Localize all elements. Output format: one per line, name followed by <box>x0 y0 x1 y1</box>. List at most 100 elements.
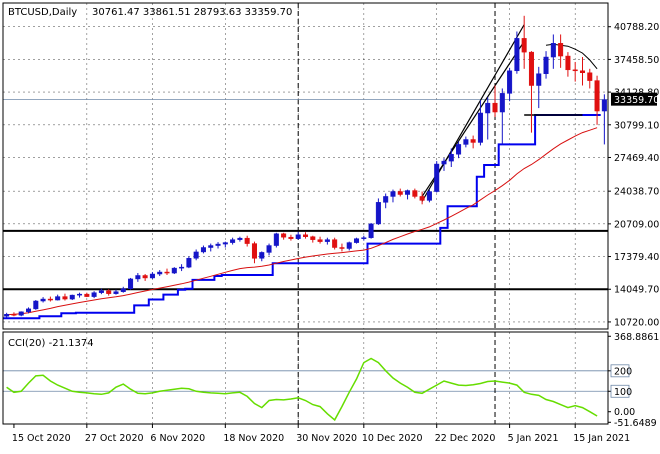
candle-body <box>390 191 396 197</box>
candle-body <box>149 273 155 279</box>
candle-body <box>33 300 39 310</box>
candle-body <box>142 275 148 279</box>
candle-body <box>332 239 338 248</box>
date-tick-label: 27 Oct 2020 <box>85 433 144 444</box>
candles <box>4 15 607 318</box>
date-tick-label: 18 Nov 2020 <box>223 433 284 444</box>
candle-body <box>477 112 483 143</box>
candle-body <box>514 38 520 72</box>
date-tick-label: 30 Nov 2020 <box>296 433 357 444</box>
candle-body <box>266 245 272 253</box>
candle-body <box>244 237 250 244</box>
candle-body <box>470 139 476 143</box>
price-tick-label: 20709.00 <box>614 219 659 230</box>
price-tick-label: 30799.10 <box>614 120 659 131</box>
candle-body <box>594 80 600 112</box>
candle-body <box>536 73 542 86</box>
candle-body <box>230 239 236 243</box>
candle-body <box>317 239 323 242</box>
candle-body <box>601 99 607 112</box>
candle-body <box>157 271 163 275</box>
candle-body <box>55 296 61 301</box>
candle-body <box>171 267 177 274</box>
cci-tick-label: 100 <box>614 387 632 398</box>
candle-body <box>558 43 564 57</box>
candle-body <box>208 245 214 248</box>
candle-body <box>40 298 46 302</box>
candle-body <box>186 258 192 268</box>
candle-body <box>18 311 24 316</box>
last-price-label: 33359.70 <box>614 95 659 106</box>
candle-body <box>543 56 549 74</box>
candle-body <box>383 196 389 203</box>
candle-body <box>26 308 32 313</box>
date-tick-label: 5 Jan 2021 <box>508 433 559 444</box>
date-tick-label: 10 Dec 2020 <box>362 433 423 444</box>
date-tick-label: 6 Nov 2020 <box>150 433 205 444</box>
candle-body <box>456 144 462 155</box>
channel-lower-line <box>3 114 601 320</box>
cci-tick-label: -51.6489 <box>614 418 657 429</box>
cci-line <box>6 357 598 422</box>
candle-body <box>273 233 279 246</box>
candle-body <box>69 294 75 300</box>
candle-body <box>77 293 83 296</box>
candle-body <box>106 290 112 294</box>
date-tick-label: 15 Oct 2020 <box>12 433 71 444</box>
date-tick-label: 15 Jan 2021 <box>573 433 630 444</box>
price-tick-label: 17379.40 <box>614 252 659 263</box>
candle-body <box>354 238 360 243</box>
candle-body <box>251 243 257 259</box>
price-tick-label: 24038.70 <box>614 187 659 198</box>
price-tick-label: 14049.70 <box>614 285 659 296</box>
chart-header-ohlc: 30761.47 33861.51 28793.63 33359.70 <box>92 7 292 18</box>
cci-tick-label: 0.00 <box>614 407 635 418</box>
price-tick-label: 40788.20 <box>614 22 659 33</box>
candle-body <box>361 237 367 239</box>
cci-tick-label: 368.8861 <box>614 332 659 343</box>
candle-body <box>412 190 418 197</box>
price-tick-label: 37458.50 <box>614 55 659 66</box>
price-panel: 40788.2037458.5034128.8030799.1027469.40… <box>2 2 659 330</box>
candle-body <box>485 102 491 114</box>
candle-body <box>222 242 228 245</box>
candle-body <box>528 51 534 86</box>
candle-body <box>397 191 403 195</box>
candle-body <box>521 38 527 53</box>
cci-panel: 368.8861 200 100 0.00-51.6489 CCI(20) -21.1… <box>2 331 659 429</box>
candle-body <box>135 275 141 280</box>
candle-body <box>62 296 68 300</box>
candle-body <box>492 102 498 113</box>
cci-level-box <box>610 384 630 398</box>
candle-body <box>98 290 104 293</box>
candle-body <box>164 271 170 274</box>
candle-body <box>550 43 556 58</box>
price-tick-label: 27469.40 <box>614 153 659 164</box>
candle-body <box>4 314 10 317</box>
candle-body <box>281 233 287 238</box>
candle-body <box>193 251 199 259</box>
candle-body <box>434 163 440 192</box>
candle-body <box>419 196 425 201</box>
candle-body <box>499 93 505 113</box>
candle-body <box>375 202 381 225</box>
candle-body <box>346 242 352 249</box>
candle-body <box>200 247 206 253</box>
price-panel-frame <box>2 2 609 330</box>
candle-body <box>405 190 411 195</box>
cci-grid <box>3 332 608 424</box>
date-axis: 15 Oct 2020 27 Oct 2020 6 Nov 2020 18 Nov 2… <box>12 424 630 444</box>
candle-body <box>113 291 119 294</box>
cci-tick-label: 200 <box>614 366 632 377</box>
candle-body <box>463 139 469 145</box>
candle-body <box>368 223 374 238</box>
last-price-box <box>611 92 657 106</box>
date-tick-label: 22 Dec 2020 <box>435 433 496 444</box>
candle-body <box>120 288 126 292</box>
price-tick-label: 10720.00 <box>614 317 659 328</box>
candle-body <box>215 243 221 246</box>
candle-body <box>11 314 17 316</box>
cci-panel-frame <box>2 331 609 425</box>
red-moving-average <box>6 127 598 316</box>
candle-body <box>324 239 330 242</box>
